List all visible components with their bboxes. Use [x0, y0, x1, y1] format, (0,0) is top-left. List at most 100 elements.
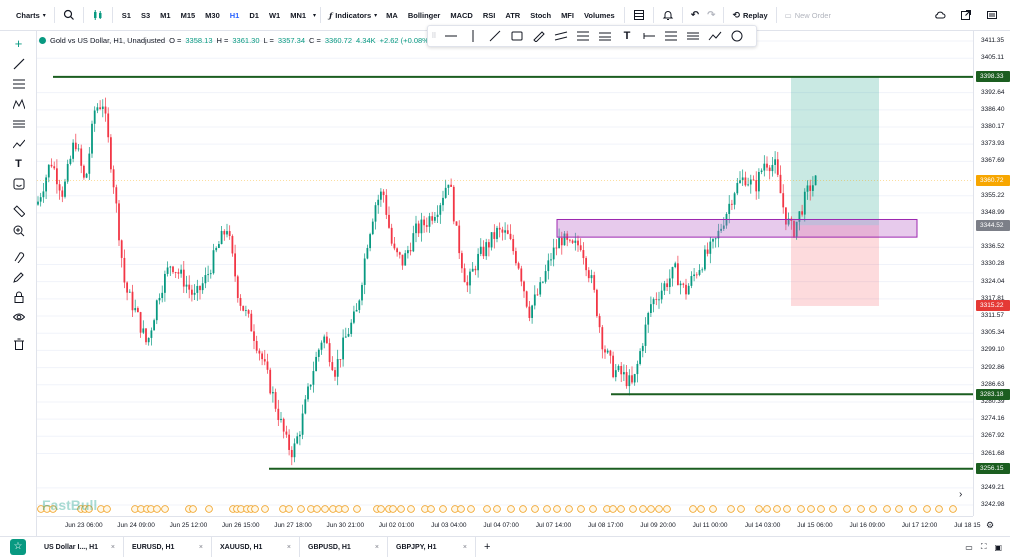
- draw-circle[interactable]: [726, 26, 748, 46]
- indicator-ma[interactable]: MA: [386, 10, 398, 20]
- close-icon[interactable]: ×: [110, 543, 115, 551]
- indicator-macd[interactable]: MACD: [450, 10, 473, 20]
- scroll-right-button[interactable]: ›: [959, 489, 962, 500]
- indicator-volumes[interactable]: Volumes: [583, 10, 615, 20]
- zoom-tool[interactable]: [11, 223, 26, 238]
- draw-text[interactable]: T: [616, 26, 638, 46]
- chart-type-button[interactable]: [88, 4, 108, 26]
- close-icon[interactable]: ×: [374, 543, 379, 551]
- symbol-search-button[interactable]: [59, 4, 79, 26]
- undo-button[interactable]: ↶: [687, 4, 703, 26]
- channel-tool[interactable]: [11, 116, 26, 131]
- cloud-button[interactable]: [930, 4, 950, 26]
- economic-event-icon: [663, 505, 671, 513]
- magnet-tool[interactable]: [11, 249, 26, 264]
- close-icon[interactable]: ×: [286, 543, 291, 551]
- timeframe-w1[interactable]: W1: [268, 10, 281, 20]
- emoji-tool[interactable]: [11, 176, 26, 191]
- candle-body: [517, 263, 520, 269]
- screenshot-button[interactable]: [982, 4, 1002, 26]
- fib-tool[interactable]: [11, 76, 26, 91]
- draw-fib-extension[interactable]: [594, 26, 616, 46]
- timeframe-m30[interactable]: M30: [205, 10, 220, 20]
- new-order-button[interactable]: ▭ New Order: [781, 4, 835, 26]
- replay-button[interactable]: ⟲ Replay: [728, 4, 771, 26]
- draw-horizontal-line[interactable]: [440, 26, 462, 46]
- price-axis[interactable]: 3411.35 3405.11 3392.64 3386.40 3380.17 3373.…: [973, 31, 1010, 516]
- chart-pane[interactable]: Gold vs US Dollar, H1, Unadjusted O = 335…: [37, 31, 973, 516]
- time-axis[interactable]: Jun 23 06:00 Jun 24 09:00 Jun 25 12:00 Jun …: [37, 516, 980, 536]
- chevron-down-icon[interactable]: ▾: [313, 12, 317, 19]
- draw-path[interactable]: [704, 26, 726, 46]
- alert-button[interactable]: [658, 4, 678, 26]
- share-button[interactable]: [956, 4, 976, 26]
- text-tool[interactable]: T: [11, 156, 26, 171]
- economic-event-icon: [923, 505, 931, 513]
- fib-icon: [577, 31, 589, 41]
- candle-body: [628, 375, 631, 387]
- remove-drawings-tool[interactable]: [11, 336, 26, 351]
- candle-body: [236, 276, 239, 298]
- crosshair-tool[interactable]: +: [11, 36, 26, 51]
- candle-body: [555, 247, 558, 249]
- tab-xauusd[interactable]: XAUUSD, H1 ×: [212, 537, 300, 557]
- layout-button[interactable]: [629, 4, 649, 26]
- draw-fib-retracement[interactable]: [572, 26, 594, 46]
- stay-drawing-tool[interactable]: [11, 269, 26, 284]
- timeframe-s3[interactable]: S3: [140, 10, 151, 20]
- layout-toggle-button[interactable]: ▭: [961, 543, 977, 552]
- timeframe-m1[interactable]: M1: [160, 10, 171, 20]
- indicator-atr[interactable]: ATR: [505, 10, 521, 20]
- close-icon[interactable]: ×: [198, 543, 203, 551]
- candle-body: [339, 359, 342, 360]
- candle-body: [64, 181, 66, 197]
- trend-line-tool[interactable]: [11, 56, 26, 71]
- draw-date-range[interactable]: [682, 26, 704, 46]
- tab-eurusd[interactable]: EURUSD, H1 ×: [124, 537, 212, 557]
- indicator-bollinger[interactable]: Bollinger: [407, 10, 441, 20]
- axis-settings-button[interactable]: ⚙: [986, 520, 994, 531]
- ruler-tool[interactable]: [11, 203, 26, 218]
- draw-vertical-line[interactable]: [462, 26, 484, 46]
- candle-body: [531, 305, 533, 318]
- economic-event-icon: [407, 505, 415, 513]
- drag-handle[interactable]: ⠿: [428, 26, 440, 46]
- timeframe-h1[interactable]: H1: [229, 10, 240, 20]
- draw-price-range[interactable]: [660, 26, 682, 46]
- timeframe-mn1[interactable]: MN1: [290, 10, 307, 20]
- candle-body: [739, 180, 741, 183]
- indicator-stoch[interactable]: Stoch: [530, 10, 552, 20]
- tab-gbpjpy[interactable]: GBPJPY, H1 ×: [388, 537, 476, 557]
- indicator-rsi[interactable]: RSI: [482, 10, 496, 20]
- timeframe-d1[interactable]: D1: [249, 10, 259, 20]
- draw-brush[interactable]: [528, 26, 550, 46]
- candle-body: [631, 375, 633, 383]
- draw-channel[interactable]: [550, 26, 572, 46]
- draw-ray[interactable]: [638, 26, 660, 46]
- charts-menu-button[interactable]: Charts ▾: [12, 4, 50, 26]
- draw-trend-line[interactable]: [484, 26, 506, 46]
- indicators-button[interactable]: ƒ Indicators ▾: [325, 4, 381, 26]
- candle-body: [749, 179, 752, 185]
- candle-body: [101, 106, 104, 109]
- timeframe-m15[interactable]: M15: [180, 10, 196, 20]
- draw-rectangle[interactable]: [506, 26, 528, 46]
- candle-body: [655, 299, 658, 300]
- fullscreen-button[interactable]: ⛶: [977, 542, 991, 552]
- price-chart[interactable]: [37, 31, 973, 516]
- lock-tool[interactable]: [11, 289, 26, 304]
- economic-event-icon: [439, 505, 447, 513]
- close-icon[interactable]: ×: [462, 543, 467, 551]
- hide-drawings-tool[interactable]: [11, 309, 26, 324]
- redo-button[interactable]: ↷: [703, 4, 719, 26]
- economic-event-icon: [553, 505, 561, 513]
- prediction-tool[interactable]: [11, 136, 26, 151]
- add-tab-button[interactable]: +: [476, 541, 498, 553]
- indicator-mfi[interactable]: MFI: [561, 10, 574, 20]
- tab-gbpusd[interactable]: GBPUSD, H1 ×: [300, 537, 388, 557]
- window-button[interactable]: ▣: [990, 543, 1010, 552]
- pattern-tool[interactable]: [11, 96, 26, 111]
- timeframe-s1[interactable]: S1: [121, 10, 131, 20]
- tab-us-dollar-index[interactable]: US Dollar I..., H1 ×: [36, 537, 124, 557]
- favorites-button[interactable]: ☆: [0, 537, 36, 557]
